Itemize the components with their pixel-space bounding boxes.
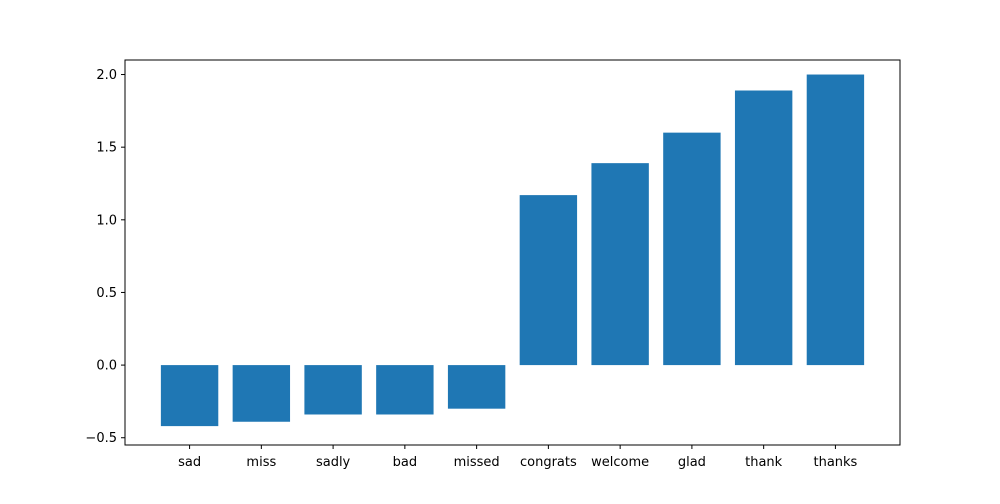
bar-congrats	[519, 195, 578, 366]
bar-welcome	[591, 163, 649, 366]
x-tick-label: congrats	[520, 455, 577, 470]
y-tick-label: 1.0	[96, 213, 117, 228]
bar-sad	[160, 365, 219, 427]
y-axis: −0.5 0.0 0.5 1.0 1.5 2.0	[85, 68, 125, 446]
y-tick-label: 2.0	[96, 68, 117, 83]
y-tick-label: 1.5	[96, 141, 117, 156]
y-tick-label: −0.5	[85, 431, 117, 446]
plot-frame	[124, 59, 901, 446]
x-tick-label: sadly	[316, 455, 351, 470]
bar-miss	[232, 365, 291, 422]
y-tick-label: 0.0	[96, 359, 117, 374]
x-tick-label: missed	[454, 455, 500, 470]
x-tick-label: welcome	[591, 455, 649, 470]
x-tick-label: miss	[246, 455, 276, 470]
x-tick-label: thank	[745, 455, 783, 470]
x-tick-label: sad	[178, 455, 201, 470]
bar-bad	[376, 365, 434, 415]
bar-thanks	[806, 74, 865, 366]
x-tick-label: thanks	[813, 455, 857, 470]
y-tick-label: 0.5	[96, 286, 117, 301]
bar-glad	[663, 132, 721, 366]
x-tick-label: glad	[678, 455, 706, 470]
bar-sadly	[304, 365, 362, 415]
bar-thank	[734, 90, 793, 366]
bars-layer	[160, 74, 865, 427]
x-tick-label: bad	[393, 455, 417, 470]
bar-missed	[447, 365, 506, 409]
x-axis: sad miss sadly bad missed congrats welcome glad…	[178, 445, 858, 470]
